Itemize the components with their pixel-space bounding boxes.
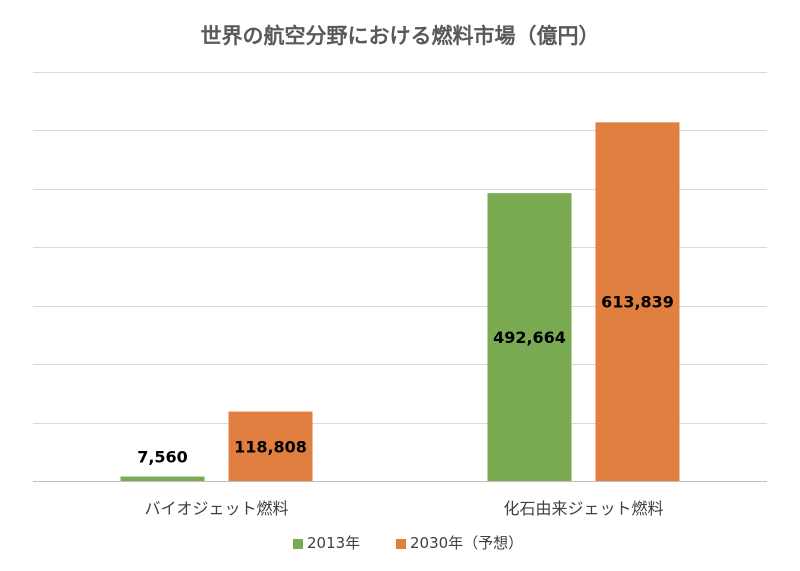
bar-fossil-jet-fuel-2030 xyxy=(595,122,680,481)
bar-bio-jet-fuel-2030 xyxy=(228,411,313,481)
data-label-bio-jet-fuel-2030: 118,808 xyxy=(234,437,307,456)
bar-bio-jet-fuel-2013 xyxy=(120,476,205,481)
data-label-bio-jet-fuel-2013: 7,560 xyxy=(137,448,188,467)
legend-label-2030: 2030年（予想） xyxy=(410,534,523,552)
legend: 2013年 2030年（予想） xyxy=(293,534,523,552)
legend-swatch-2013 xyxy=(293,539,303,549)
category-label-bio-jet-fuel: バイオジェット燃料 xyxy=(144,499,288,518)
bars xyxy=(120,122,680,481)
legend-label-2013: 2013年 xyxy=(307,534,360,552)
data-label-fossil-jet-fuel-2030: 613,839 xyxy=(601,293,674,312)
data-label-fossil-jet-fuel-2013: 492,664 xyxy=(493,328,566,347)
chart-title: 世界の航空分野における燃料市場（億円） xyxy=(201,24,600,48)
data-labels: 7,560 118,808 492,664 613,839 xyxy=(137,293,674,467)
legend-swatch-2030 xyxy=(396,539,406,549)
bar-fossil-jet-fuel-2013 xyxy=(487,193,572,481)
gridlines xyxy=(33,72,767,424)
category-label-fossil-jet-fuel: 化石由来ジェット燃料 xyxy=(503,499,663,518)
